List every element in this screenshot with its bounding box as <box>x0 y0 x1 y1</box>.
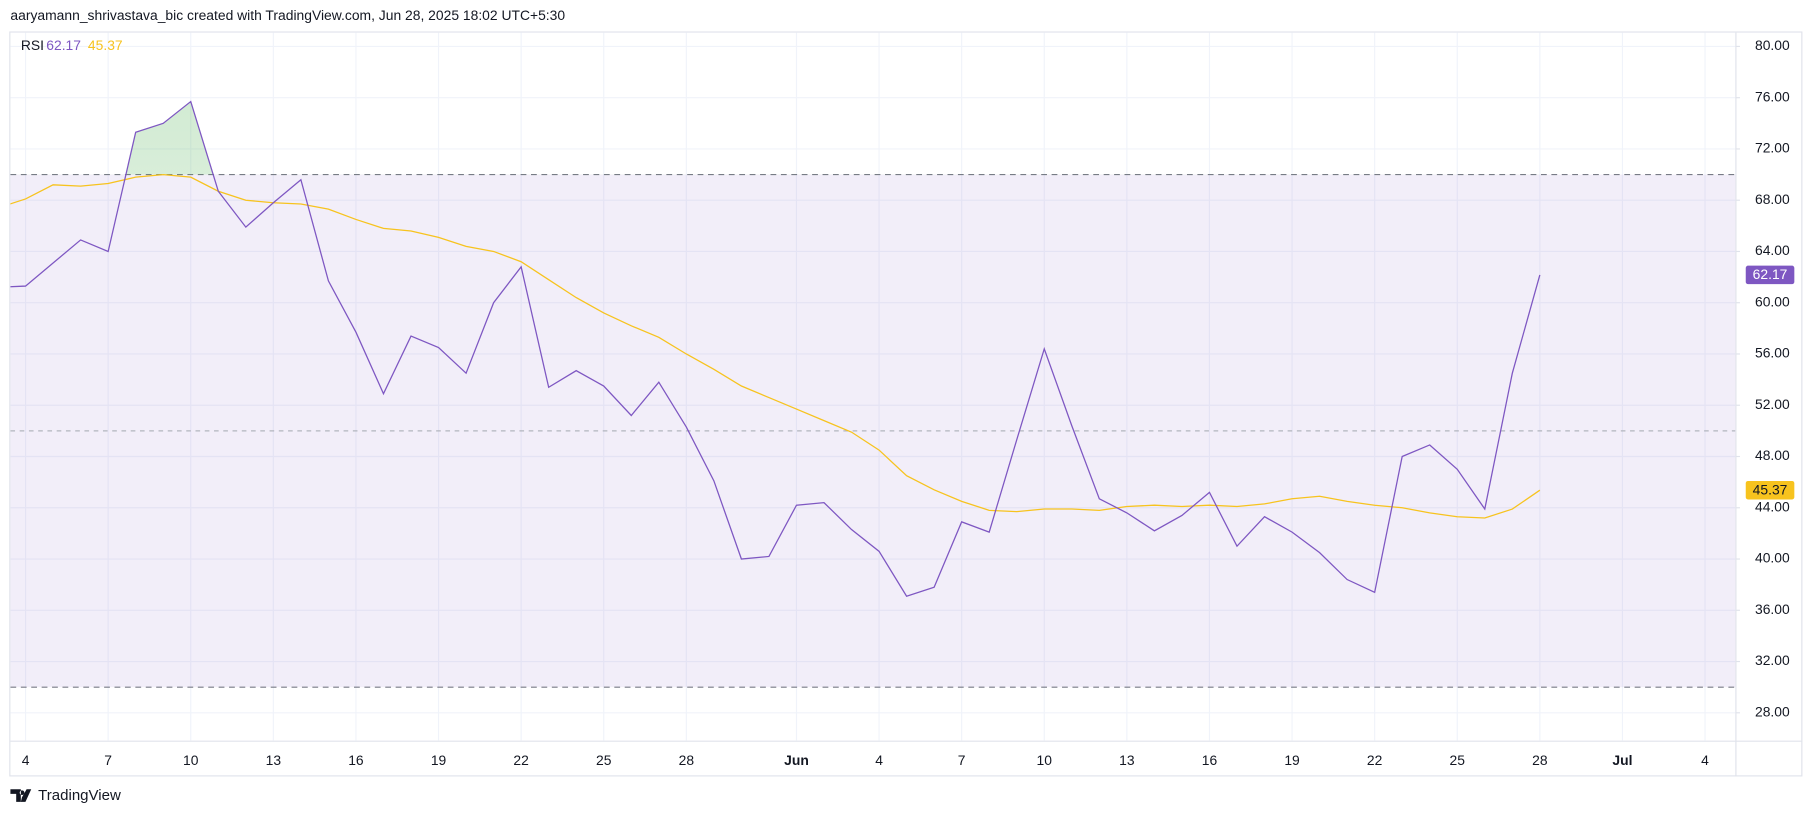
y-tick-label: 52.00 <box>1755 396 1790 412</box>
y-tick-label: 40.00 <box>1755 550 1790 566</box>
last-value-box <box>1745 480 1795 500</box>
x-tick-label: 4 <box>1701 752 1709 768</box>
y-tick-label: 48.00 <box>1755 447 1790 463</box>
y-tick-label: 36.00 <box>1755 601 1790 617</box>
header-text: aaryamann_shrivastava_bic created with T… <box>10 7 565 23</box>
y-tick-label: 56.00 <box>1755 345 1790 361</box>
last-value-label: 45.37 <box>1753 481 1788 497</box>
y-tick-label: 80.00 <box>1755 37 1790 53</box>
x-tick-label: 10 <box>1037 752 1053 768</box>
x-tick-label: Jul <box>1612 752 1632 768</box>
last-value-box <box>1745 265 1795 285</box>
x-tick-label: 16 <box>1202 752 1218 768</box>
y-tick-label: 32.00 <box>1755 652 1790 668</box>
series-line <box>10 173 1541 519</box>
x-tick-label: 4 <box>22 752 30 768</box>
x-tick-label: 4 <box>875 752 883 768</box>
overbought-group <box>10 101 1540 175</box>
last-value-label: 62.17 <box>1753 266 1788 282</box>
x-tick-label: 22 <box>513 752 529 768</box>
x-tick-label: Jun <box>784 752 809 768</box>
x-tick-label: 25 <box>596 752 612 768</box>
series-line <box>10 100 1541 597</box>
legend-value: 45.37 <box>88 37 123 53</box>
y-tick-label: 28.00 <box>1755 703 1790 719</box>
x-tick-label: 25 <box>1450 752 1466 768</box>
x-tick-label: 19 <box>1284 752 1300 768</box>
x-tick-label: 7 <box>104 752 112 768</box>
chart-frame <box>9 31 1803 777</box>
x-tick-label: 16 <box>348 752 364 768</box>
x-tick-label: 7 <box>958 752 966 768</box>
y-tick-label: 76.00 <box>1755 88 1790 104</box>
logo: TradingView <box>10 787 121 804</box>
overbought-fill <box>10 101 1540 175</box>
x-tick-label: 10 <box>183 752 199 768</box>
x-tick-label: 13 <box>1119 752 1135 768</box>
x-tick-label: 28 <box>1532 752 1548 768</box>
y-tick-label: 68.00 <box>1755 191 1790 207</box>
legend-indicator: RSI <box>21 37 44 53</box>
footer-text: TradingView <box>38 787 121 804</box>
x-tick-label: 13 <box>266 752 282 768</box>
x-tick-label: 22 <box>1367 752 1383 768</box>
y-tick-label: 64.00 <box>1755 242 1790 258</box>
y-tick-label: 72.00 <box>1755 140 1790 156</box>
x-tick-label: 19 <box>431 752 447 768</box>
y-tick-label: 44.00 <box>1755 498 1790 514</box>
x-tick-label: 28 <box>679 752 695 768</box>
legend-value: 62.17 <box>46 37 81 53</box>
y-tick-label: 60.00 <box>1755 293 1790 309</box>
